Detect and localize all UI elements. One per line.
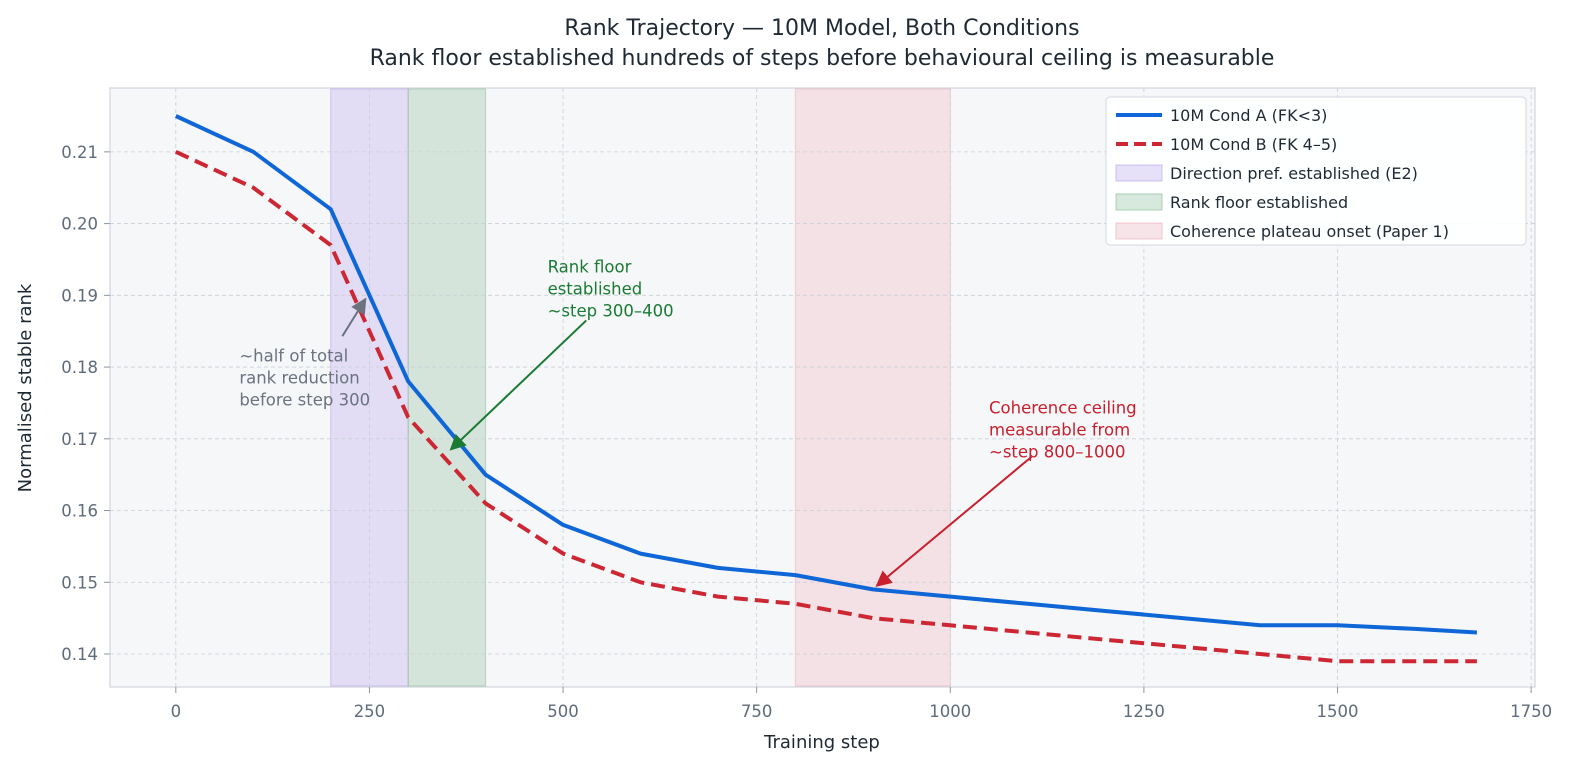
x-tick-label: 1000 — [929, 702, 971, 721]
legend-band-swatch — [1115, 222, 1163, 240]
legend-label: 10M Cond A (FK<3) — [1170, 106, 1327, 125]
annotation-line: established — [548, 279, 643, 298]
y-tick-label: 0.20 — [61, 215, 98, 234]
x-tick-label: 0 — [171, 702, 182, 721]
legend-label: 10M Cond B (FK 4–5) — [1170, 135, 1337, 154]
annotation-arrow — [341, 297, 367, 337]
x-tick-label: 500 — [547, 702, 579, 721]
legend: 10M Cond A (FK<3) 10M Cond B (FK 4–5) Dire… — [1105, 96, 1527, 246]
annotation-line: ~step 300–400 — [548, 301, 674, 320]
legend-label: Rank floor established — [1170, 193, 1348, 212]
y-tick-label: 0.15 — [61, 573, 98, 592]
legend-label: Direction pref. established (E2) — [1170, 164, 1418, 183]
annotation-line: Rank floor — [548, 257, 632, 276]
series-lines — [174, 114, 1478, 664]
y-axis-label: Normalised stable rank — [15, 283, 36, 492]
annotation-line: measurable from — [989, 421, 1130, 440]
x-tick-label: 250 — [354, 702, 386, 721]
legend-box — [1105, 96, 1527, 246]
annotation-line: rank reduction — [239, 368, 359, 387]
x-tick-label: 1500 — [1317, 702, 1359, 721]
series-line-1 — [174, 149, 1477, 664]
annotation-line: Coherence ceiling — [989, 399, 1137, 418]
legend-label: Coherence plateau onset (Paper 1) — [1170, 222, 1449, 241]
annotation-arrow — [449, 319, 587, 451]
y-tick-label: 0.21 — [61, 143, 98, 162]
annotation-text: Rank floor established ~step 300–400 — [548, 257, 674, 320]
y-tick-label: 0.16 — [61, 502, 98, 521]
series-line-0 — [174, 114, 1478, 635]
x-tick-label: 1750 — [1510, 702, 1552, 721]
annotation-text: ~half of total rank reduction before step … — [239, 346, 370, 409]
legend-band-swatch — [1115, 193, 1163, 211]
annotation-arrow — [875, 455, 1033, 587]
x-axis-ticks: 0 250 500 750 1000 1250 1500 1750 — [171, 687, 1552, 721]
annotations: ~half of total rank reduction before step … — [239, 257, 1137, 587]
annotation-line: ~half of total — [239, 346, 348, 365]
band-1 — [407, 88, 487, 687]
y-tick-label: 0.18 — [61, 358, 98, 377]
x-tick-label: 1250 — [1123, 702, 1165, 721]
band-2 — [794, 88, 951, 687]
y-tick-label: 0.17 — [61, 430, 98, 449]
y-tick-label: 0.14 — [61, 645, 98, 664]
y-axis-ticks: 0.14 0.15 0.16 0.17 0.18 0.19 0.20 0.21 — [61, 143, 110, 664]
y-tick-label: 0.19 — [61, 286, 98, 305]
legend-band-swatch — [1115, 164, 1163, 182]
annotation-line: ~step 800–1000 — [989, 443, 1126, 462]
x-axis-label: Training step — [763, 732, 880, 753]
chart-title: Rank Trajectory — 10M Model, Both Condit… — [564, 16, 1079, 41]
chart-subtitle: Rank floor established hundreds of steps… — [370, 46, 1275, 71]
annotation-line: before step 300 — [239, 390, 370, 409]
annotation-text: Coherence ceiling measurable from ~step 80… — [989, 399, 1137, 462]
x-tick-label: 750 — [741, 702, 773, 721]
